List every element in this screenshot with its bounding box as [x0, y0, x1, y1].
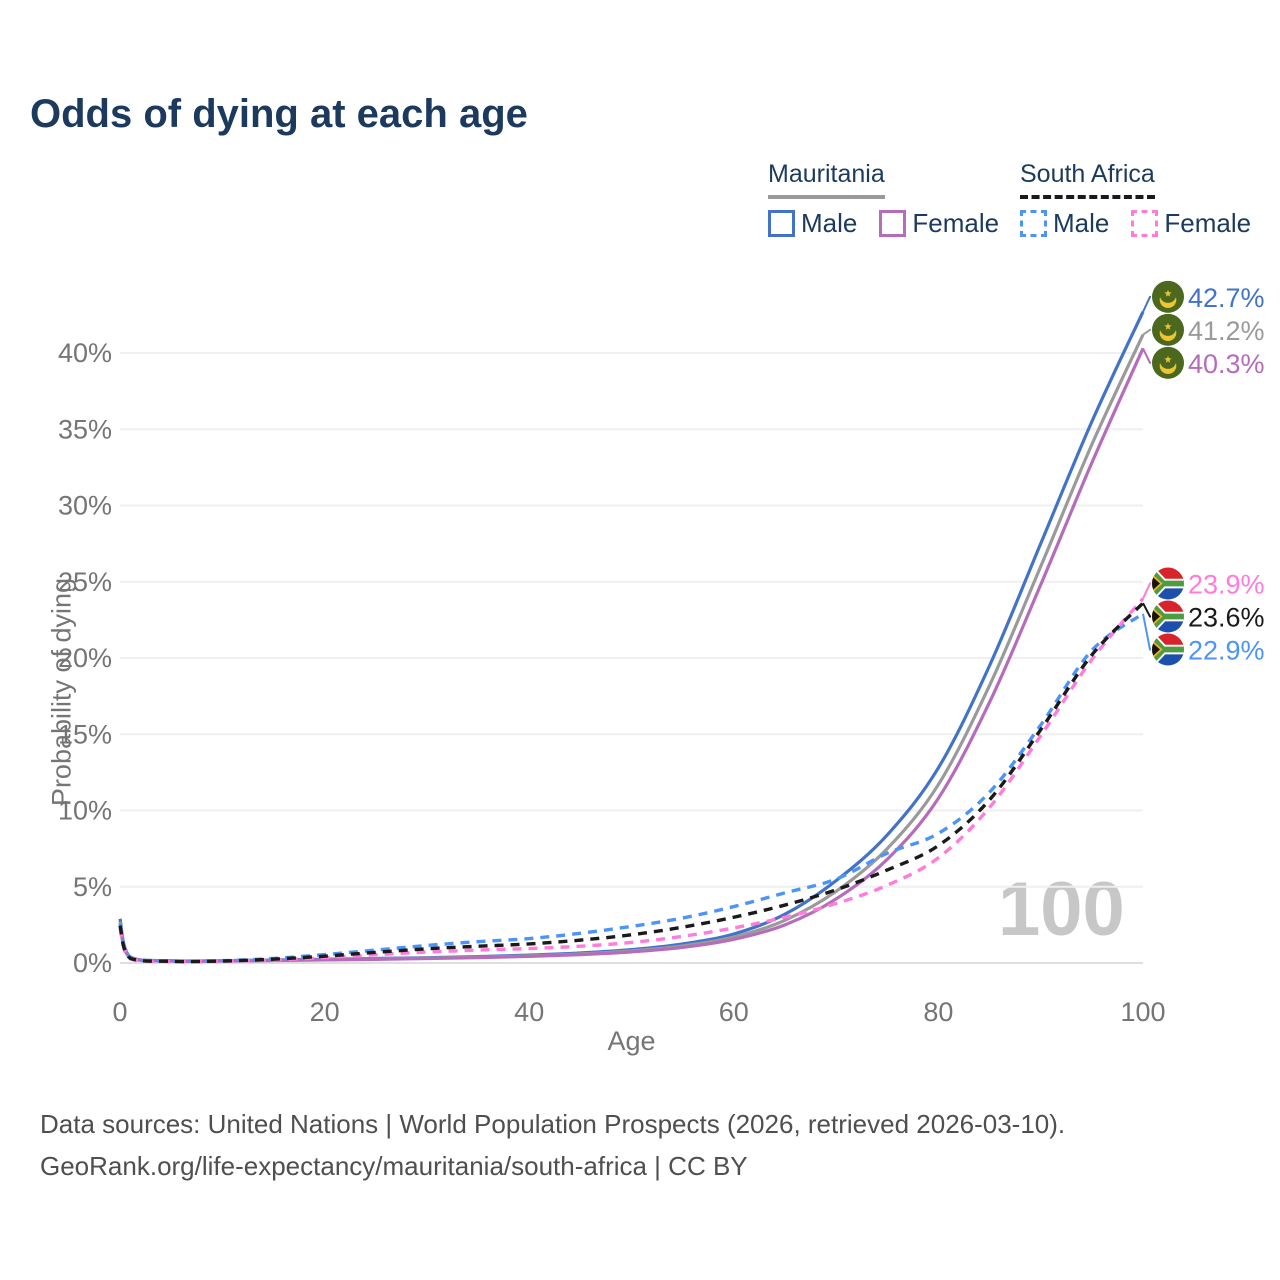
flag-south-africa-icon: [1152, 567, 1184, 600]
leader-line-mr_total: [1142, 328, 1151, 336]
series-line-sa_male[interactable]: [118, 612, 1144, 964]
legend-item-label: Male: [1053, 208, 1110, 238]
series-line-mr_female[interactable]: [118, 347, 1145, 963]
end-label-mr_male: 42.7%: [1188, 283, 1265, 313]
y-tick-label-30: 30%: [58, 491, 112, 521]
legend-group-mauritania: Mauritania Male Female: [768, 160, 999, 239]
end-label-sa_female: 23.9%: [1188, 570, 1265, 600]
dashed-line-swatch-icon: [1020, 210, 1047, 237]
leader-line-sa_total: [1142, 602, 1151, 618]
x-tick-label-60: 60: [719, 997, 749, 1027]
age-counter-watermark: 100: [998, 867, 1125, 952]
leader-line-sa_male: [1142, 613, 1151, 651]
legend-item-south-africa-female[interactable]: Female: [1131, 208, 1251, 239]
end-label-mr_female: 40.3%: [1188, 349, 1265, 379]
legend-item-mauritania-female[interactable]: Female: [879, 208, 999, 239]
y-tick-label-40: 40%: [58, 338, 112, 368]
attribution-line: GeoRank.org/life-expectancy/mauritania/s…: [40, 1150, 748, 1181]
flag-mauritania-icon: [1152, 280, 1184, 313]
y-tick-label-25: 25%: [58, 567, 112, 597]
y-tick-label-15: 15%: [58, 719, 112, 749]
flag-south-africa-icon: [1152, 600, 1184, 633]
series-line-mr_male[interactable]: [118, 311, 1145, 963]
x-tick-label-80: 80: [923, 997, 953, 1027]
leader-line-sa_female: [1142, 582, 1151, 599]
end-label-sa_total: 23.6%: [1188, 603, 1265, 633]
y-tick-label-10: 10%: [58, 796, 112, 826]
flag-mauritania-icon: [1152, 346, 1184, 379]
x-tick-label-0: 0: [112, 997, 127, 1027]
legend-group-south-africa: South Africa Male Female: [1020, 160, 1251, 239]
data-source-line: Data sources: United Nations | World Pop…: [40, 1109, 1066, 1139]
y-tick-label-20: 20%: [58, 643, 112, 673]
flag-south-africa-icon: [1152, 633, 1184, 666]
x-tick-label-100: 100: [1120, 997, 1165, 1027]
legend-item-mauritania-male[interactable]: Male: [768, 208, 857, 239]
x-tick-label-40: 40: [514, 997, 544, 1027]
solid-line-swatch-icon: [768, 210, 795, 237]
leader-line-mr_male: [1142, 295, 1151, 313]
y-tick-label-0: 0%: [73, 948, 112, 978]
series-line-sa_female[interactable]: [118, 597, 1145, 964]
legend-item-label: Female: [912, 208, 1000, 238]
flag-mauritania-icon: [1152, 313, 1184, 346]
end-label-sa_male: 22.9%: [1188, 636, 1265, 666]
y-tick-label-35: 35%: [58, 414, 112, 444]
end-label-mr_total: 41.2%: [1188, 316, 1265, 346]
legend-item-label: Female: [1164, 208, 1252, 238]
legend-country-label-mauritania: Mauritania: [768, 160, 885, 199]
legend-item-south-africa-male[interactable]: Male: [1020, 208, 1109, 239]
y-tick-label-5: 5%: [73, 872, 112, 902]
legend: Mauritania Male Female South Africa Male: [0, 160, 1280, 250]
footer: Data sources: United Nations | World Pop…: [40, 1104, 1065, 1187]
solid-line-swatch-icon: [879, 210, 907, 237]
page-title: Odds of dying at each age: [30, 92, 528, 136]
legend-item-label: Male: [801, 208, 858, 238]
series-line-sa_total[interactable]: [118, 601, 1145, 964]
leader-line-mr_female: [1142, 347, 1151, 364]
x-tick-label-20: 20: [310, 997, 340, 1027]
dashed-line-swatch-icon: [1131, 210, 1159, 237]
legend-country-label-south-africa: South Africa: [1020, 160, 1155, 199]
x-axis-title: Age: [607, 1026, 656, 1056]
